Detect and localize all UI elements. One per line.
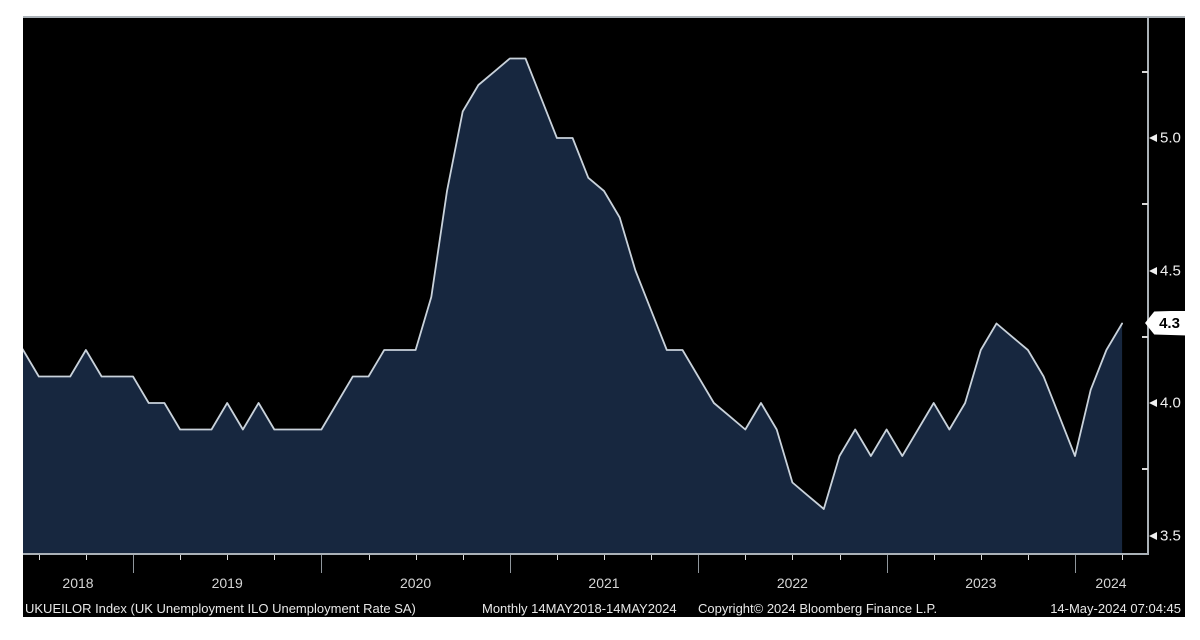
year-divider bbox=[133, 555, 134, 573]
footer-bar: UKUEILOR Index (UK Unemployment ILO Unem… bbox=[23, 601, 1185, 617]
year-label: 2023 bbox=[965, 575, 997, 591]
y-tick-label: 5.0 bbox=[1160, 129, 1181, 147]
year-divider bbox=[886, 555, 888, 573]
quarter-tick bbox=[933, 555, 935, 560]
footer-copyright: Copyright© 2024 Bloomberg Finance L.P. bbox=[698, 601, 938, 616]
footer-timestamp: 14-May-2024 07:04:45 bbox=[1050, 601, 1181, 616]
year-label: 2021 bbox=[588, 575, 620, 591]
quarter-tick bbox=[651, 555, 653, 560]
quarter-tick bbox=[85, 555, 87, 560]
year-divider bbox=[321, 555, 323, 573]
last-value: 4.3 bbox=[1159, 314, 1180, 332]
quarter-tick bbox=[227, 555, 229, 560]
quarter-tick bbox=[839, 555, 841, 560]
footer-security-title: UKUEILOR Index (UK Unemployment ILO Unem… bbox=[25, 601, 416, 616]
y-tick-arrow bbox=[1149, 531, 1157, 540]
terminal-chart-panel: 2018 2019 2020 2021 2022 2023 2024 5.0 4.5 4.0 3.… bbox=[23, 16, 1187, 617]
quarter-tick bbox=[462, 555, 464, 560]
year-divider bbox=[1075, 555, 1076, 573]
year-label: 2019 bbox=[211, 575, 243, 591]
year-divider bbox=[509, 555, 511, 573]
quarter-tick bbox=[415, 555, 417, 560]
quarter-tick bbox=[274, 555, 276, 560]
quarter-tick bbox=[1122, 555, 1124, 560]
y-tick-arrow bbox=[1149, 399, 1157, 407]
quarter-tick bbox=[556, 555, 558, 560]
area-series-line bbox=[23, 57, 1123, 510]
year-label: 2018 bbox=[62, 575, 94, 591]
quarter-tick bbox=[980, 555, 982, 560]
year-label: 2024 bbox=[1095, 575, 1127, 591]
quarter-tick bbox=[1027, 555, 1029, 560]
year-label: 2020 bbox=[400, 575, 432, 591]
quarter-tick bbox=[368, 555, 370, 560]
y-minor-tick bbox=[1142, 70, 1148, 73]
y-tick-label: 4.0 bbox=[1160, 394, 1181, 412]
y-tick-label: 3.5 bbox=[1160, 527, 1181, 544]
uk-unemployment-area-chart[interactable] bbox=[23, 16, 1147, 553]
year-label: 2022 bbox=[776, 575, 808, 591]
quarter-tick bbox=[745, 555, 747, 560]
y-minor-tick bbox=[1142, 203, 1148, 206]
y-minor-tick bbox=[1142, 468, 1148, 471]
quarter-tick bbox=[792, 555, 794, 560]
x-axis-line bbox=[23, 553, 1149, 555]
y-tick-arrow bbox=[1149, 266, 1157, 275]
area-series-fill bbox=[23, 58, 1123, 553]
quarter-tick bbox=[604, 555, 605, 560]
footer-frequency-range: Monthly 14MAY2018-14MAY2024 bbox=[482, 601, 677, 616]
y-minor-tick bbox=[1142, 335, 1148, 338]
y-tick-label: 4.5 bbox=[1160, 262, 1181, 279]
quarter-tick bbox=[38, 555, 40, 560]
y-tick-arrow bbox=[1149, 134, 1157, 142]
quarter-tick bbox=[180, 555, 182, 560]
plot-top-border bbox=[23, 16, 1185, 18]
year-divider bbox=[698, 555, 700, 573]
y-axis-line bbox=[1147, 16, 1149, 555]
last-value-badge: 4.3 bbox=[1145, 310, 1187, 336]
